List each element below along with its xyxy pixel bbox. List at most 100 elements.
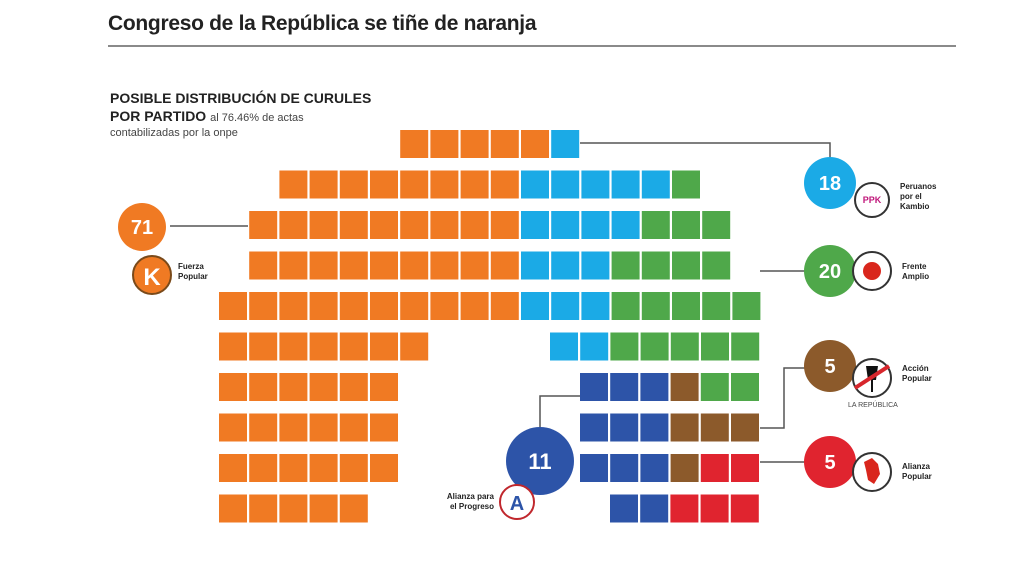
app-logo-icon (499, 484, 535, 520)
seat-frente-amplio (641, 251, 670, 280)
fuerza-popular-logo-icon (132, 255, 172, 295)
seat-fuerza-popular (309, 332, 338, 361)
seat-fuerza-popular (460, 251, 489, 280)
seat-ppk (521, 292, 549, 320)
seat-fuerza-popular (279, 373, 308, 401)
seat-fuerza-popular (309, 170, 338, 199)
bubble-fuerza-popular (118, 203, 166, 251)
seat-alianza-popular (700, 494, 729, 523)
seat-alianza-popular (700, 454, 729, 482)
seat-fuerza-popular (219, 332, 247, 361)
seat-fuerza-popular (279, 211, 308, 239)
seat-fuerza-popular (309, 373, 338, 401)
seat-app (640, 494, 669, 523)
accion-popular-stripe (853, 364, 891, 390)
seat-ppk (521, 170, 549, 199)
seat-accion-popular (670, 454, 699, 482)
seat-ppk (551, 130, 580, 158)
label-ppk: Peruanos por el Kambio (900, 182, 936, 212)
seat-fuerza-popular (219, 494, 247, 523)
seat-app (580, 373, 608, 401)
seat-fuerza-popular (339, 251, 368, 280)
seat-frente-amplio (732, 292, 761, 320)
seat-fuerza-popular (430, 170, 459, 199)
seat-frente-amplio (640, 332, 669, 361)
label-ppk-line1: Peruanos (900, 182, 937, 191)
seat-fuerza-popular (279, 454, 308, 482)
label-ap-line1: Acción (902, 364, 929, 373)
seat-accion-popular (670, 373, 699, 401)
seat-app (610, 454, 639, 482)
seat-fuerza-popular (309, 211, 338, 239)
label-alp-line2: Popular (902, 472, 932, 481)
seat-fuerza-popular (219, 292, 247, 320)
seat-frente-amplio (641, 211, 670, 239)
seat-frente-amplio (731, 373, 759, 401)
seat-fuerza-popular (521, 130, 549, 158)
seat-frente-amplio (700, 373, 729, 401)
seat-grid (219, 130, 761, 523)
bubble-value-alianza-popular: 5 (824, 452, 835, 474)
fuerza-popular-logo-letter: K (143, 264, 161, 291)
label-fa-line1: Frente (902, 262, 927, 271)
seat-fuerza-popular (400, 292, 429, 320)
seat-fuerza-popular (249, 373, 278, 401)
label-app: Alianza para el Progreso (432, 492, 494, 512)
seat-app (640, 413, 669, 442)
seat-fuerza-popular (249, 413, 278, 442)
seat-fuerza-popular (370, 332, 398, 361)
seat-fuerza-popular (219, 413, 247, 442)
seat-ppk (550, 332, 578, 361)
seat-fuerza-popular (400, 251, 429, 280)
bubble-ppk (804, 157, 856, 209)
seat-fuerza-popular (400, 170, 429, 199)
seat-fuerza-popular (339, 373, 368, 401)
peru-map-icon (864, 458, 880, 484)
seat-app (610, 373, 639, 401)
flower-icon (863, 262, 881, 280)
chart-subtitle-line3: contabilizadas por la onpe (110, 127, 238, 139)
seat-fuerza-popular (490, 211, 519, 239)
label-ppk-line2: por el (900, 192, 922, 201)
seat-fuerza-popular (460, 211, 489, 239)
connector-app (539, 395, 580, 428)
seat-fuerza-popular (279, 292, 308, 320)
seat-fuerza-popular (249, 454, 278, 482)
seat-fuerza-popular (460, 170, 489, 199)
seat-fuerza-popular (219, 373, 247, 401)
bubble-value-fuerza-popular: 71 (131, 217, 153, 239)
seat-accion-popular (670, 413, 699, 442)
seat-frente-amplio (702, 251, 731, 280)
seat-ppk (580, 332, 609, 361)
bubble-value-ppk: 18 (819, 173, 841, 195)
app-logo-letter: A (510, 493, 524, 515)
seat-fuerza-popular (249, 494, 278, 523)
seat-fuerza-popular (339, 170, 368, 199)
label-ap-line2: Popular (902, 374, 932, 383)
seat-fuerza-popular (490, 130, 519, 158)
label-app-line1: Alianza para (446, 492, 494, 501)
seat-frente-amplio (702, 211, 731, 239)
seat-fuerza-popular (309, 454, 338, 482)
seat-ppk (611, 170, 640, 199)
seat-frente-amplio (672, 170, 700, 199)
seat-app (580, 413, 608, 442)
seat-app (640, 373, 669, 401)
seat-fuerza-popular (430, 292, 459, 320)
seat-fuerza-popular (460, 292, 489, 320)
seat-ppk (581, 251, 610, 280)
seat-fuerza-popular (339, 413, 368, 442)
party-bubbles: 71 18 20 5 5 11 K PPK A (118, 157, 892, 520)
bubble-alianza-popular (804, 436, 856, 488)
seat-ppk (581, 292, 610, 320)
label-fuerza-popular: Fuerza Popular (178, 262, 208, 282)
connector-ppk (580, 142, 831, 158)
ppk-logo-text: PPK (863, 195, 882, 205)
seat-frente-amplio (702, 292, 731, 320)
seat-fuerza-popular (279, 494, 308, 523)
bubble-value-accion-popular: 5 (824, 356, 835, 378)
chart-subtitle-note: al 76.46% de actas (210, 112, 304, 124)
label-ppk-line3: Kambio (900, 202, 930, 211)
seat-fuerza-popular (370, 454, 398, 482)
